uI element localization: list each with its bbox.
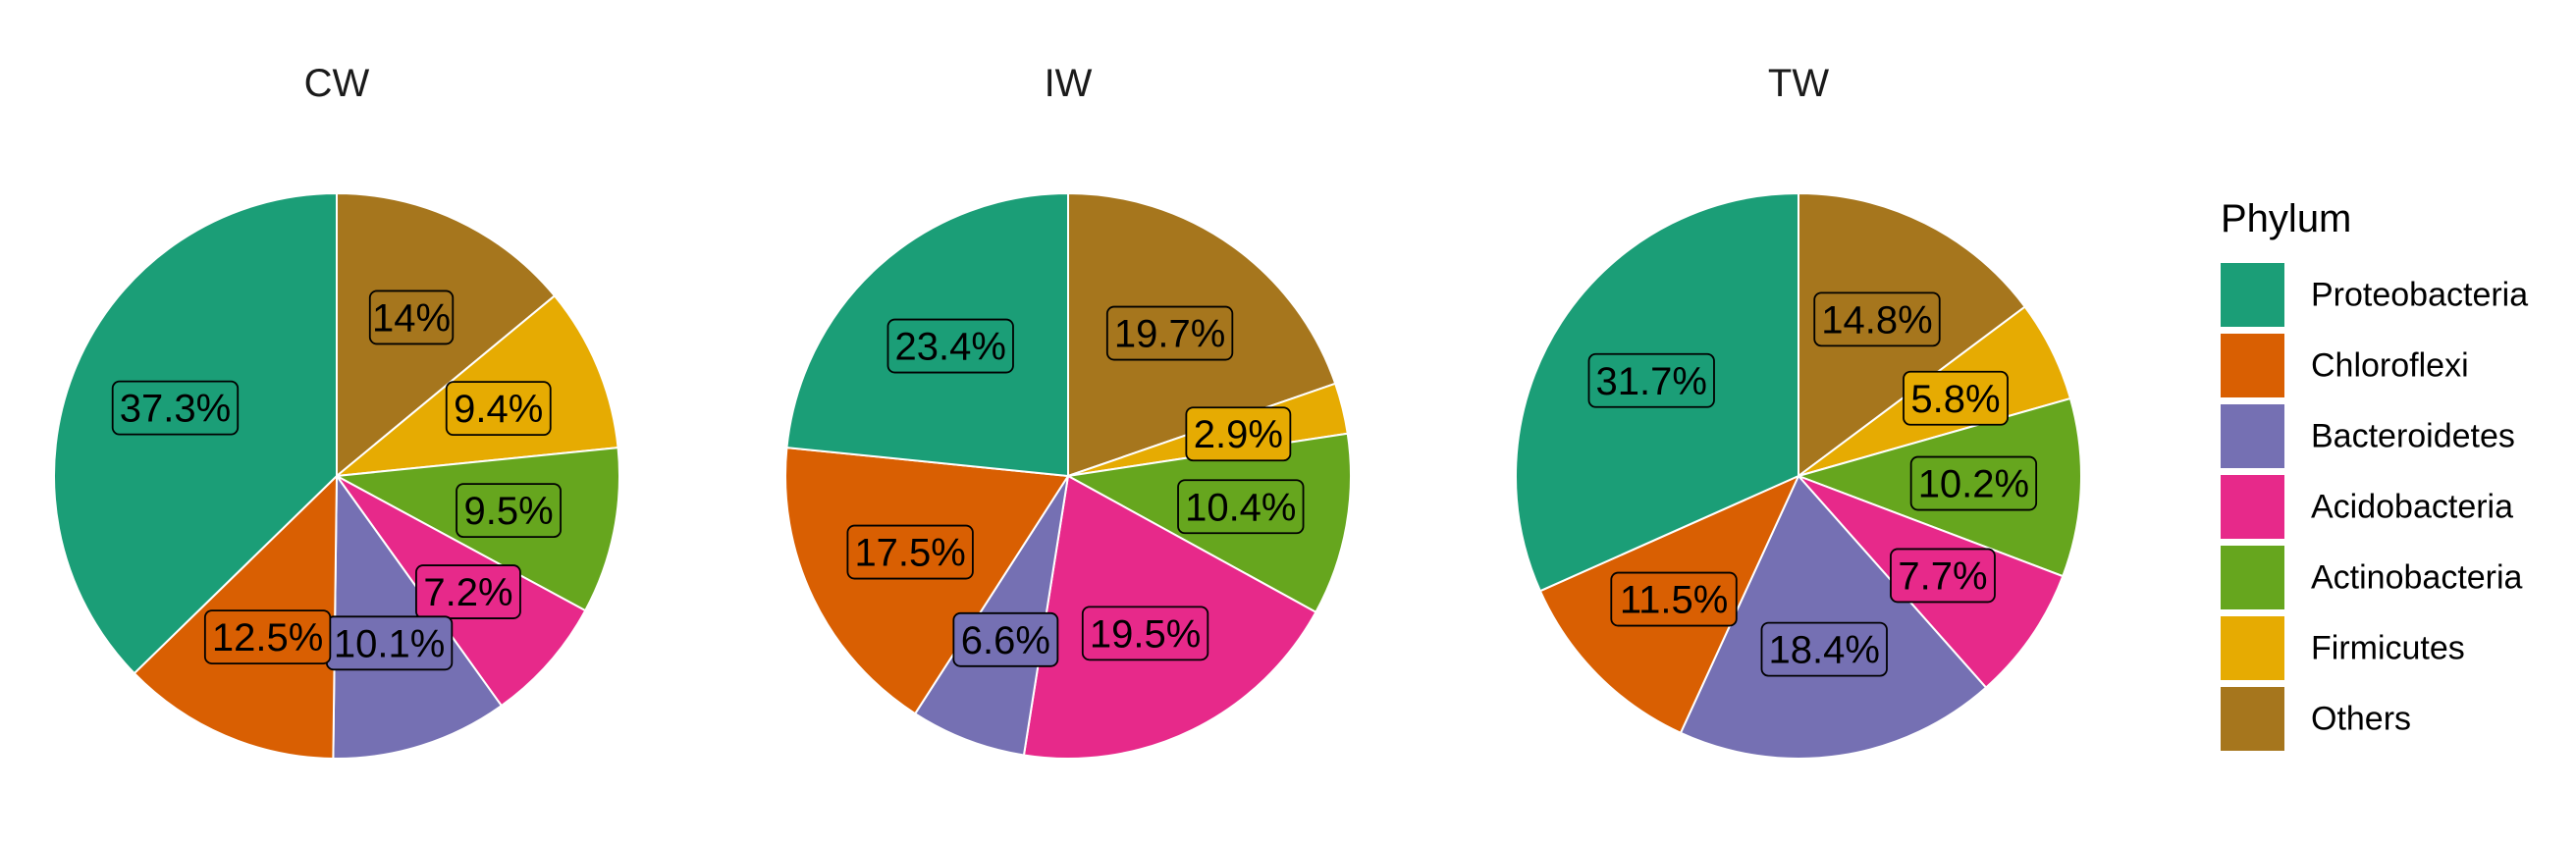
legend-swatch bbox=[2221, 263, 2284, 327]
legend-swatch bbox=[2221, 475, 2284, 539]
legend-title: Phylum bbox=[2221, 197, 2351, 240]
slice-label-proteobacteria: 23.4% bbox=[886, 318, 1014, 374]
slice-label-box bbox=[111, 380, 240, 436]
slice-label-box bbox=[1903, 370, 2009, 426]
slice-label-acidobacteria: 7.7% bbox=[1890, 548, 1996, 604]
legend-swatch bbox=[2221, 404, 2284, 468]
slice-label-text: 12.5% bbox=[212, 616, 323, 659]
slice-label-text: 5.8% bbox=[1910, 378, 2000, 421]
slice-label-firmicutes: 5.8% bbox=[1903, 370, 2009, 426]
pie-cw: CW 14% 9.4% 9.5% 7.2% 10.1% 12.5% 37.3% bbox=[53, 62, 620, 760]
slice-label-text: 10.1% bbox=[334, 622, 445, 665]
legend-label: Acidobacteria bbox=[2311, 489, 2513, 526]
slice-label-box bbox=[1105, 305, 1234, 361]
legend-item-bacteroidetes: Bacteroidetes bbox=[2221, 404, 2515, 468]
legend-swatch bbox=[2221, 546, 2284, 609]
slice-label-text: 7.7% bbox=[1898, 554, 1987, 598]
slice-label-text: 37.3% bbox=[120, 388, 231, 431]
slice-label-text: 10.2% bbox=[1918, 463, 2029, 506]
legend-swatch bbox=[2221, 334, 2284, 397]
slice-label-text: 18.4% bbox=[1769, 629, 1880, 672]
slice-label-box bbox=[846, 524, 974, 580]
pie-slice-bacteroidetes bbox=[1679, 474, 1988, 761]
pie-title: IW bbox=[1045, 62, 1093, 105]
slice-label-box bbox=[1185, 406, 1292, 462]
slice-label-bacteroidetes: 6.6% bbox=[952, 611, 1059, 667]
slice-label-box bbox=[445, 381, 552, 437]
legend-item-chloroflexi: Chloroflexi bbox=[2221, 334, 2469, 397]
slice-label-actinobacteria: 10.2% bbox=[1909, 455, 2038, 511]
slice-label-box bbox=[1177, 479, 1305, 535]
slice-label-text: 31.7% bbox=[1596, 360, 1707, 403]
legend-label: Actinobacteria bbox=[2311, 559, 2523, 597]
slice-labels: 19.7% 2.9% 10.4% 19.5% 6.6% 17.5% 23.4% bbox=[846, 305, 1305, 667]
slice-label-box bbox=[1081, 606, 1209, 661]
pie-tw: TW 14.8% 5.8% 10.2% 7.7% 18.4% 11.5% 31.7% bbox=[1515, 62, 2082, 761]
slice-label-text: 19.7% bbox=[1114, 313, 1225, 356]
slice-label-acidobacteria: 7.2% bbox=[415, 564, 521, 619]
legend-item-actinobacteria: Actinobacteria bbox=[2221, 546, 2523, 609]
slice-label-text: 9.4% bbox=[454, 388, 543, 431]
pies-layer: CW 14% 9.4% 9.5% 7.2% 10.1% 12.5% 37.3% IW 19.7% 2… bbox=[53, 62, 2082, 761]
legend-item-acidobacteria: Acidobacteria bbox=[2221, 475, 2513, 539]
slice-label-chloroflexi: 11.5% bbox=[1610, 571, 1738, 627]
legend-swatch bbox=[2221, 616, 2284, 680]
slice-label-box bbox=[415, 564, 521, 619]
legend-item-proteobacteria: Proteobacteria bbox=[2221, 263, 2528, 327]
slice-label-text: 17.5% bbox=[854, 532, 965, 575]
slice-label-others: 14.8% bbox=[1813, 291, 1941, 347]
legend-item-others: Others bbox=[2221, 687, 2411, 751]
legend-label: Bacteroidetes bbox=[2311, 418, 2515, 455]
slice-label-firmicutes: 9.4% bbox=[445, 381, 552, 437]
slice-label-box bbox=[1610, 571, 1738, 627]
pie-iw: IW 19.7% 2.9% 10.4% 19.5% 6.6% 17.5% 23.4% bbox=[784, 62, 1352, 760]
slice-label-box bbox=[886, 318, 1014, 374]
slice-label-box bbox=[952, 611, 1059, 667]
slice-label-text: 14.8% bbox=[1821, 298, 1932, 342]
slice-label-text: 2.9% bbox=[1194, 413, 1283, 456]
slice-label-actinobacteria: 9.5% bbox=[456, 483, 562, 539]
slice-label-others: 19.7% bbox=[1105, 305, 1234, 361]
slice-label-chloroflexi: 17.5% bbox=[846, 524, 974, 580]
slice-label-box bbox=[368, 290, 455, 345]
slice-label-proteobacteria: 31.7% bbox=[1587, 352, 1715, 408]
slice-label-box bbox=[1813, 291, 1941, 347]
legend-item-firmicutes: Firmicutes bbox=[2221, 616, 2465, 680]
legend-swatch bbox=[2221, 687, 2284, 751]
slice-label-others: 14% bbox=[368, 290, 455, 345]
slice-label-proteobacteria: 37.3% bbox=[111, 380, 240, 436]
slice-label-box bbox=[1909, 455, 2038, 511]
slice-label-text: 19.5% bbox=[1090, 612, 1201, 656]
slice-label-box bbox=[203, 609, 332, 664]
slice-labels: 14.8% 5.8% 10.2% 7.7% 18.4% 11.5% 31.7% bbox=[1587, 291, 2038, 677]
slice-label-text: 11.5% bbox=[1620, 579, 1728, 622]
slice-label-text: 9.5% bbox=[463, 490, 553, 533]
slice-label-actinobacteria: 10.4% bbox=[1177, 479, 1305, 535]
legend-label: Chloroflexi bbox=[2311, 347, 2469, 385]
pie-title: CW bbox=[304, 62, 370, 105]
slice-label-box bbox=[456, 483, 562, 539]
slice-label-text: 14% bbox=[372, 296, 451, 340]
legend-label: Proteobacteria bbox=[2311, 277, 2528, 314]
slice-label-box bbox=[1760, 621, 1888, 677]
slice-labels: 14% 9.4% 9.5% 7.2% 10.1% 12.5% 37.3% bbox=[111, 290, 562, 671]
pie-slice-chloroflexi bbox=[784, 447, 1070, 715]
slice-label-text: 7.2% bbox=[423, 571, 512, 614]
legend-label: Others bbox=[2311, 701, 2411, 738]
slice-label-bacteroidetes: 18.4% bbox=[1760, 621, 1888, 677]
slice-label-text: 10.4% bbox=[1185, 486, 1296, 529]
pie-title: TW bbox=[1768, 62, 1829, 105]
legend-label: Firmicutes bbox=[2311, 630, 2465, 667]
slice-label-text: 6.6% bbox=[961, 619, 1050, 662]
legend: Phylum Proteobacteria Chloroflexi Bacteroid… bbox=[2221, 197, 2528, 751]
slice-label-text: 23.4% bbox=[895, 326, 1006, 369]
slice-label-bacteroidetes: 10.1% bbox=[325, 615, 454, 671]
slice-label-acidobacteria: 19.5% bbox=[1081, 606, 1209, 661]
slice-label-firmicutes: 2.9% bbox=[1185, 406, 1292, 462]
slice-label-chloroflexi: 12.5% bbox=[203, 609, 332, 664]
slice-label-box bbox=[1587, 352, 1715, 408]
slice-label-box bbox=[1890, 548, 1996, 604]
